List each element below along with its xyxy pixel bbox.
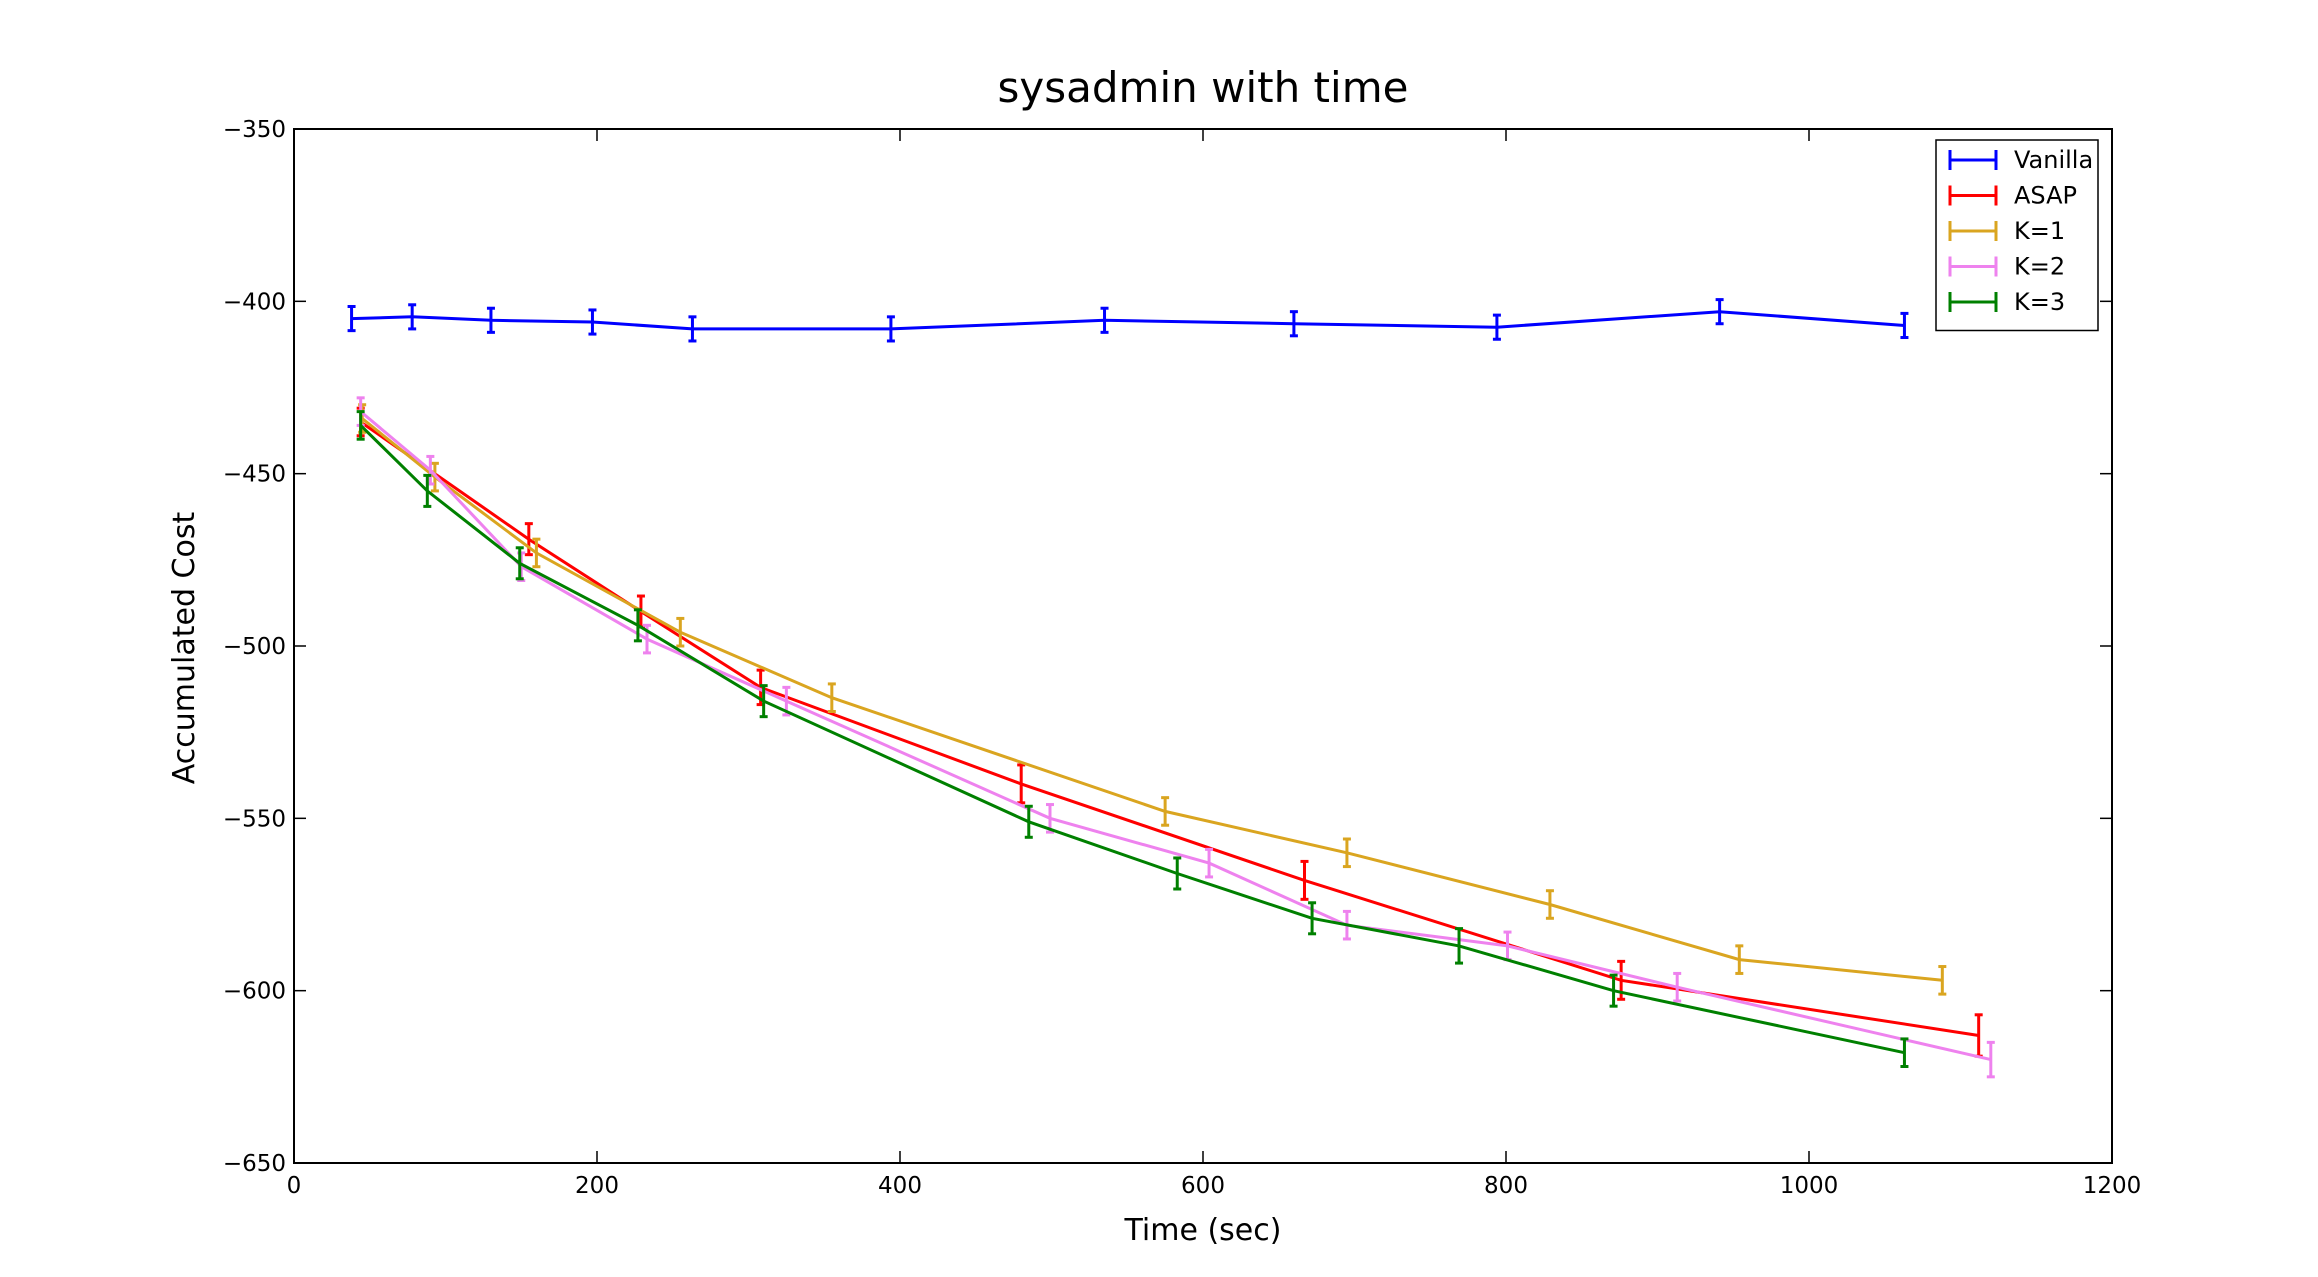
y-tick-label: −600 [223, 979, 286, 1005]
error-bar-k-3-3 [633, 608, 642, 643]
x-tick-label: 1200 [2083, 1173, 2142, 1199]
error-bar-k-1-4 [827, 682, 836, 713]
error-bar-k-1-2 [532, 537, 541, 569]
legend-box [1935, 139, 2099, 332]
error-bar-k-3-0 [356, 410, 365, 441]
error-bar-k-3-1 [423, 473, 432, 508]
error-bar-k-1-9 [1938, 965, 1947, 996]
legend: Vanilla ASAP K=1 K=2 K=3 [1935, 139, 2099, 332]
error-bar-asap-1 [524, 522, 533, 557]
x-tick-label: 400 [878, 1173, 922, 1199]
error-bar-vanilla-6 [1100, 306, 1109, 334]
legend-entry-k-3: K=3 [1948, 288, 2065, 316]
y-tick-label: −500 [223, 634, 286, 660]
legend-entry-k-2: K=2 [1948, 253, 2065, 281]
error-bar-vanilla-0 [347, 305, 356, 333]
error-bar-k-1-5 [1161, 796, 1170, 827]
error-bar-vanilla-1 [408, 303, 417, 331]
y-tick-label: −450 [223, 462, 286, 488]
x-tick-label: 800 [1484, 1173, 1528, 1199]
plot-frame [293, 128, 2113, 1164]
legend-label: Vanilla [2014, 146, 2093, 174]
x-tick-label: 200 [575, 1173, 619, 1199]
y-tick-label: −400 [223, 289, 286, 315]
y-axis-label: Accumulated Cost [167, 512, 202, 785]
error-bar-k-1-3 [676, 616, 685, 648]
error-bar-k-2-5 [1045, 803, 1054, 834]
series-line-k-3 [359, 424, 1905, 1055]
legend-label: ASAP [2014, 182, 2077, 210]
error-bar-k-3-9 [1609, 973, 1618, 1008]
y-tick-label: −550 [223, 806, 286, 832]
error-bar-vanilla-5 [886, 315, 895, 343]
legend-label: K=3 [2014, 288, 2065, 316]
error-bar-k-3-10 [1900, 1037, 1909, 1068]
y-tick-label: −650 [223, 1151, 286, 1177]
legend-entry-vanilla: Vanilla [1948, 146, 2093, 174]
legend-label: K=2 [2014, 253, 2065, 281]
error-bar-k-2-6 [1205, 847, 1214, 879]
error-bar-k-3-7 [1308, 901, 1317, 936]
legend-entry-k-1: K=1 [1948, 217, 2065, 245]
error-bar-k-1-6 [1342, 837, 1351, 869]
error-bar-k-3-4 [759, 684, 768, 719]
x-tick-label: 1000 [1780, 1173, 1839, 1199]
error-bar-vanilla-3 [588, 308, 597, 336]
error-bar-vanilla-7 [1289, 310, 1298, 338]
chart-title: sysadmin with time [998, 63, 1409, 112]
error-bar-k-2-9 [1673, 971, 1682, 1003]
legend-label: K=1 [2014, 217, 2065, 245]
error-bar-k-1-7 [1545, 889, 1554, 920]
error-bar-vanilla-2 [486, 306, 495, 334]
error-bar-k-3-6 [1173, 856, 1182, 891]
series-line-vanilla [351, 310, 1905, 331]
error-bar-vanilla-4 [688, 315, 697, 343]
series-line-k-1 [361, 417, 1943, 982]
x-tick-label: 0 [287, 1173, 302, 1199]
legend-entry-asap: ASAP [1948, 182, 2077, 210]
error-bar-vanilla-9 [1715, 298, 1724, 326]
x-axis-label: Time (sec) [1124, 1213, 1282, 1248]
series-line-k-2 [359, 410, 1992, 1062]
error-bar-k-1-8 [1735, 944, 1744, 975]
error-bar-asap-5 [1300, 859, 1309, 901]
series-line-asap [359, 420, 1979, 1037]
error-bar-vanilla-8 [1492, 313, 1501, 341]
error-bar-k-2-10 [1986, 1040, 1995, 1079]
error-bar-vanilla-10 [1900, 311, 1909, 340]
y-tick-label: −350 [223, 117, 286, 143]
x-tick-label: 600 [1181, 1173, 1225, 1199]
plot-area: 0 200 400 600 800 1000 1200 −350 −400 −450 −500 −55… [223, 117, 2141, 1199]
error-bar-k-3-8 [1455, 927, 1464, 965]
error-bar-k-3-2 [515, 546, 524, 581]
error-bar-k-3-5 [1024, 804, 1033, 839]
